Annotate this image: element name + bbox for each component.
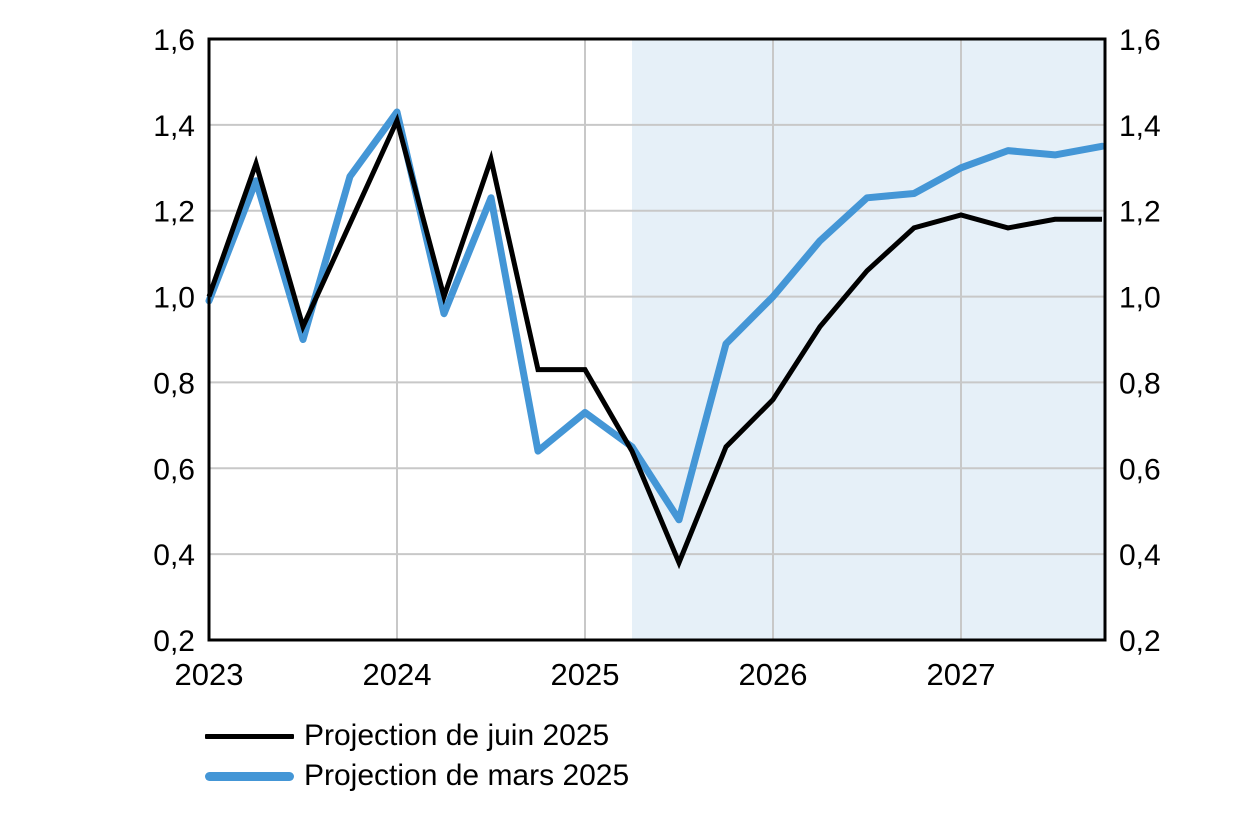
- legend-item-juin-2025: Projection de juin 2025: [205, 716, 629, 756]
- y-axis-tick-label-left: 1,0: [153, 282, 195, 315]
- legend-black-line-swatch: [205, 733, 294, 739]
- y-axis-tick-label-right: 0,4: [1119, 539, 1161, 572]
- y-axis-tick-label-left: 1,6: [153, 24, 195, 57]
- legend-label-mars-2025: Projection de mars 2025: [304, 759, 630, 792]
- x-axis-tick-label: 2026: [739, 657, 808, 692]
- y-axis-tick-label-right: 0,8: [1119, 367, 1161, 400]
- y-axis-tick-label-left: 0,6: [153, 453, 195, 486]
- y-axis-tick-label-left: 1,4: [153, 110, 195, 143]
- x-axis-tick-label: 2025: [551, 657, 620, 692]
- y-axis-tick-label-left: 0,4: [153, 539, 195, 572]
- projection-shaded-region: [632, 40, 1104, 639]
- legend-blue-line-swatch: [205, 771, 294, 781]
- y-axis-tick-label-left: 0,8: [153, 367, 195, 400]
- x-axis-tick-label: 2023: [175, 657, 244, 692]
- plot-border: [207, 37, 1107, 642]
- y-axis-tick-label-right: 1,6: [1119, 24, 1161, 57]
- series-line-juin-2025: [206, 113, 1102, 570]
- series-line-mars-2025: [205, 108, 1106, 524]
- x-axis-tick-label: 2024: [363, 657, 432, 692]
- y-axis-tick-label-left: 1,2: [153, 196, 195, 229]
- y-axis-tick-label-right: 0,2: [1119, 625, 1161, 658]
- x-axis-tick-label: 2027: [927, 657, 996, 692]
- legend-item-mars-2025: Projection de mars 2025: [205, 756, 629, 796]
- y-axis-tick-label-right: 1,0: [1119, 282, 1161, 315]
- y-axis-tick-label-left: 0,2: [153, 625, 195, 658]
- legend-label-juin-2025: Projection de juin 2025: [304, 719, 610, 752]
- chart-legend: Projection de juin 2025 Projection de ma…: [205, 716, 629, 796]
- y-axis-tick-label-right: 0,6: [1119, 453, 1161, 486]
- y-axis-tick-label-right: 1,2: [1119, 196, 1161, 229]
- y-axis-tick-label-right: 1,4: [1119, 110, 1161, 143]
